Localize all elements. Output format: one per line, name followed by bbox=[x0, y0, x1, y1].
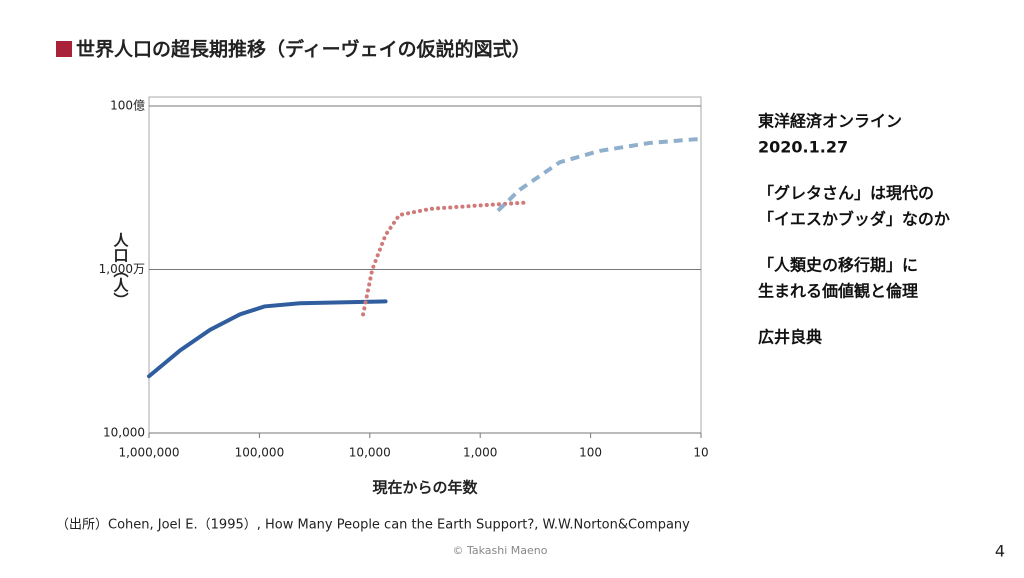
x-tick-label: 1,000,000 bbox=[118, 446, 179, 460]
side-text: 2020.1.27 bbox=[758, 138, 848, 157]
series-line bbox=[496, 136, 702, 213]
side-text: 生まれる価値観と倫理 bbox=[758, 282, 918, 301]
side-text: 東洋経済オンライン bbox=[758, 112, 902, 131]
side-text: 「グレタさん」は現代の bbox=[758, 184, 934, 203]
y-tick-label: 100億 bbox=[110, 99, 145, 113]
x-tick-label: 100 bbox=[579, 446, 602, 460]
series-line bbox=[147, 299, 388, 379]
copyright: © Takashi Maeno bbox=[452, 544, 547, 557]
x-tick-label: 10,000 bbox=[349, 446, 391, 460]
side-text: 「人類史の移行期」に bbox=[758, 256, 918, 275]
side-text: 広井良典 bbox=[758, 328, 822, 347]
x-tick-label: 10 bbox=[693, 446, 708, 460]
chart-title: 世界人口の超長期推移（ディーヴェイの仮説的図式） bbox=[76, 38, 531, 61]
x-tick-label: 1,000 bbox=[463, 446, 497, 460]
source: （出所）Cohen, Joel E.（1995）, How Many Peopl… bbox=[56, 518, 690, 533]
y-tick-label: 10,000 bbox=[103, 426, 145, 440]
y-axis-label: 人口（人） bbox=[112, 233, 130, 308]
x-tick-label: 100,000 bbox=[235, 446, 285, 460]
series-line bbox=[361, 200, 530, 317]
title-marker bbox=[56, 41, 72, 57]
page-number: 4 bbox=[995, 542, 1005, 561]
y-tick-label: 1,000万 bbox=[99, 262, 145, 276]
x-axis-label: 現在からの年数 bbox=[372, 479, 478, 497]
side-text: 「イエスかブッダ」なのか bbox=[758, 210, 950, 229]
